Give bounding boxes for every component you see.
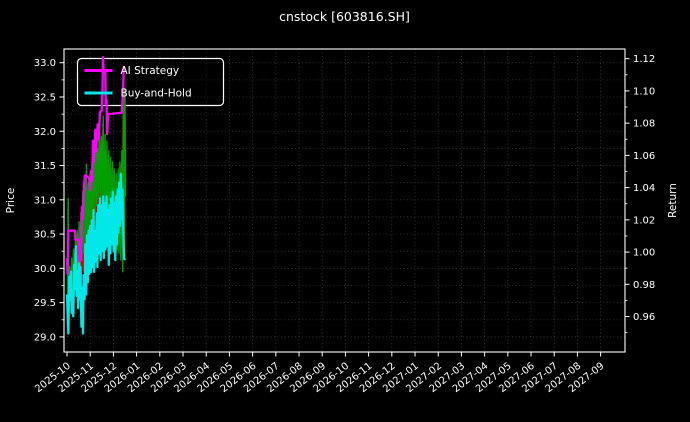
legend-frame <box>76 57 225 107</box>
y-left-tick-label: 32.0 <box>34 127 56 138</box>
legend: AI Strategy Buy-and-Hold <box>84 65 192 100</box>
y-right-tick-label: 1.00 <box>633 248 655 259</box>
y-right-axis-title: Return <box>667 183 679 218</box>
y-right-tick-label: 1.06 <box>633 151 655 162</box>
y-right-tick-label: 1.08 <box>633 119 655 130</box>
y-right-tick-label: 1.04 <box>633 183 655 194</box>
data-series <box>65 56 127 335</box>
series-line-buy-and-hold <box>65 172 127 335</box>
chart-title: cnstock [603816.SH] <box>279 9 410 24</box>
grid <box>64 49 625 352</box>
y-left-tick-label: 32.5 <box>34 92 56 103</box>
y-right-tick-label: 0.98 <box>633 280 655 291</box>
y-right-tick-label: 1.10 <box>633 86 655 97</box>
y-left-tick-label: 29.0 <box>34 332 56 343</box>
legend-box <box>76 57 225 107</box>
y-right-tick-label: 0.96 <box>633 312 655 323</box>
y-left-tick-label: 30.0 <box>34 264 56 275</box>
y-left-tick-label: 31.0 <box>34 195 56 206</box>
y-right-tick-label: 1.12 <box>633 54 655 65</box>
plot-border <box>63 48 626 353</box>
y-left-axis-title: Price <box>5 188 17 214</box>
y-left-tick-label: 29.5 <box>34 298 56 309</box>
y-left-tick-label: 30.5 <box>34 230 56 241</box>
legend-item-label: Buy-and-Hold <box>121 88 192 100</box>
y-left-tick-label: 33.0 <box>34 58 56 69</box>
y-right-tick-label: 1.02 <box>633 215 655 226</box>
y-left-tick-label: 31.5 <box>34 161 56 172</box>
series-line-ai-strategy <box>65 56 126 276</box>
legend-item-label: AI Strategy <box>121 65 180 77</box>
